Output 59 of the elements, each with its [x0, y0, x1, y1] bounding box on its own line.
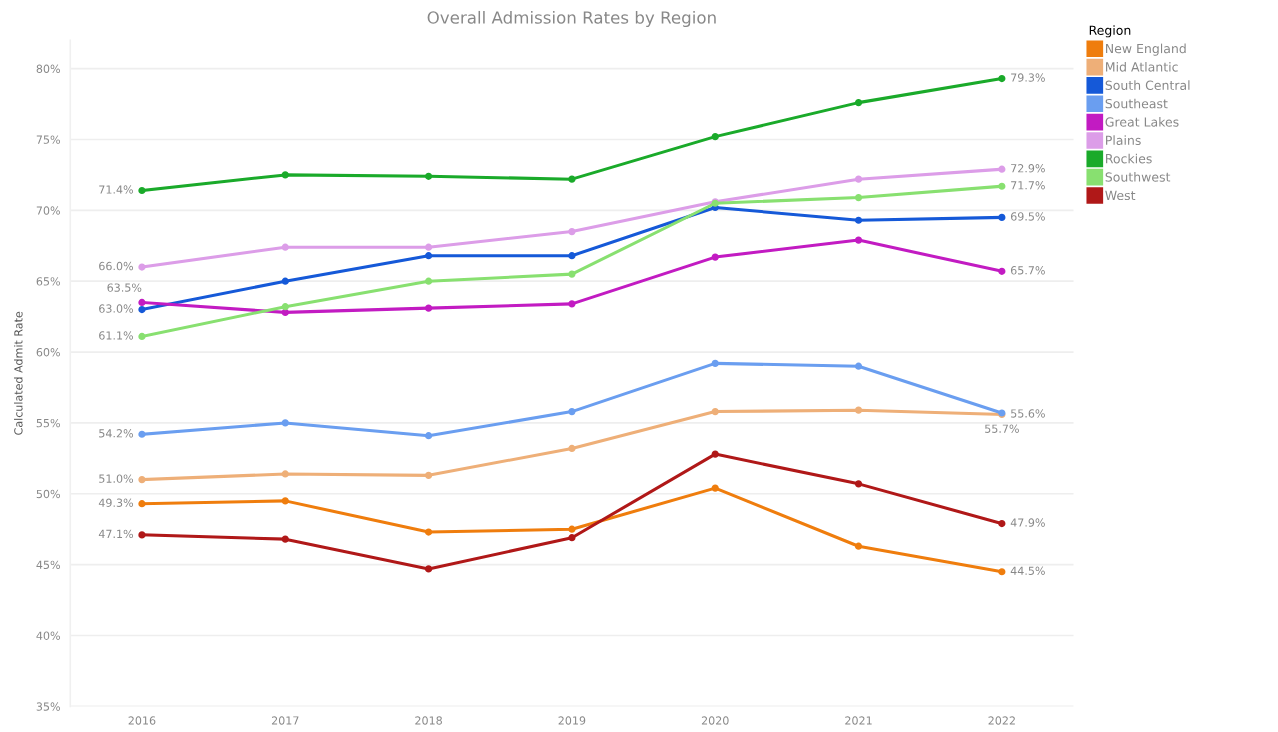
point: [138, 430, 146, 438]
point: [568, 227, 576, 236]
point: [281, 303, 289, 311]
point: [424, 471, 433, 479]
point: [281, 243, 289, 251]
point: [568, 252, 576, 260]
point: [711, 253, 719, 261]
point: [568, 444, 576, 453]
point: [424, 528, 433, 536]
point: [424, 252, 433, 260]
point: [281, 308, 289, 316]
point: [998, 74, 1006, 83]
point: [854, 542, 863, 550]
point: [998, 182, 1006, 190]
point: [138, 500, 146, 508]
point: [998, 165, 1006, 173]
point: [138, 332, 146, 341]
point: [711, 484, 719, 492]
point: [424, 172, 433, 180]
point: [998, 568, 1006, 576]
point: [424, 432, 433, 440]
point: [854, 99, 863, 107]
point: [138, 186, 146, 195]
point: [854, 216, 863, 224]
point: [138, 305, 146, 314]
point: [854, 193, 863, 202]
point: [711, 133, 719, 141]
chart-title: Overall Admission Rates by Region: [427, 10, 716, 28]
point: [998, 213, 1006, 222]
point: [711, 407, 719, 416]
point: [281, 470, 289, 478]
point: [854, 480, 863, 488]
point: [138, 476, 146, 484]
point: [281, 171, 289, 179]
point: [281, 497, 289, 505]
point: [424, 277, 433, 285]
point: [998, 519, 1006, 528]
point: [711, 359, 719, 368]
point: [281, 535, 289, 543]
point: [998, 267, 1006, 275]
point: [281, 277, 289, 285]
point: [568, 270, 576, 278]
point: [854, 406, 863, 414]
point: [568, 525, 576, 533]
point: [138, 298, 146, 307]
point: [281, 419, 289, 427]
point: [424, 243, 433, 251]
point: [568, 407, 576, 416]
point: [854, 362, 863, 370]
point: [138, 263, 146, 271]
point: [854, 175, 863, 183]
point: [711, 450, 719, 458]
point: [854, 236, 863, 244]
point: [568, 300, 576, 308]
point: [568, 534, 576, 542]
point: [568, 175, 576, 183]
point: [138, 531, 146, 539]
point: [424, 565, 433, 573]
point: [424, 304, 433, 312]
